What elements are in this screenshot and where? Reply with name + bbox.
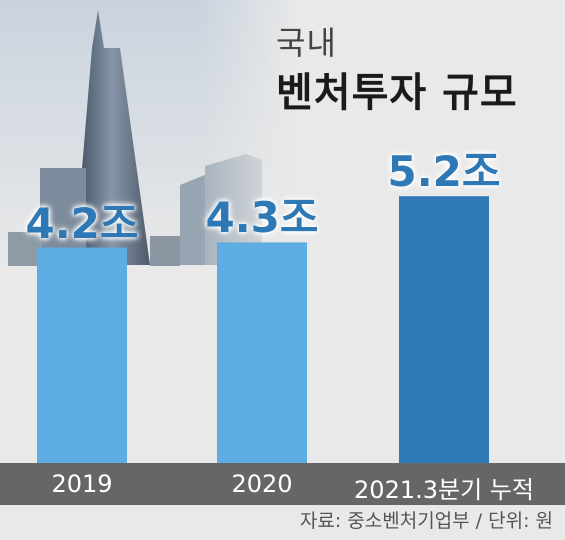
chart-subtitle: 국내: [276, 24, 337, 62]
chart-title: 벤처투자 규모: [276, 70, 518, 116]
source-note: 자료: 중소벤처기업부 / 단위: 원: [299, 510, 553, 532]
bar-2: [217, 242, 307, 463]
building-low: [150, 236, 180, 266]
bar-3: [399, 196, 489, 464]
x-tick-label-1: 2019: [51, 470, 113, 498]
building-small: [8, 232, 42, 266]
skyscraper-tower: [74, 10, 150, 265]
value-label-1: 4.2조: [25, 198, 139, 248]
x-axis-band: [0, 463, 565, 505]
value-label-3: 5.2조: [387, 147, 501, 197]
value-label-2: 4.3조: [205, 193, 319, 243]
bar-1: [37, 247, 127, 463]
sky-fade: [200, 0, 300, 270]
x-tick-label-2: 2020: [231, 470, 293, 498]
bars-group: [37, 196, 489, 464]
x-tick-label-3: 2021.3분기 누적: [354, 476, 534, 504]
